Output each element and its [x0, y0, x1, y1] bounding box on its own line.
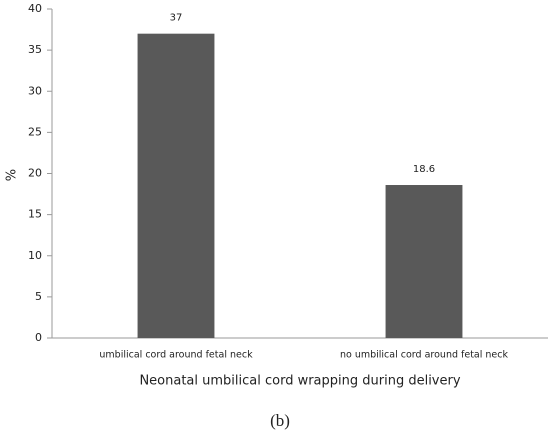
- y-axis-label: %: [5, 169, 20, 181]
- x-axis-label: Neonatal umbilical cord wrapping during …: [139, 374, 460, 389]
- y-tick-label: 10: [28, 249, 42, 262]
- data-label: 18.6: [413, 164, 435, 175]
- caption: (b): [270, 411, 290, 430]
- x-tick-label: no umbilical cord around fetal neck: [340, 350, 509, 361]
- bar: [385, 185, 463, 338]
- y-tick-label: 15: [28, 208, 42, 221]
- data-label: 37: [170, 13, 183, 24]
- y-tick-label: 5: [35, 290, 42, 303]
- y-tick-label: 35: [28, 43, 42, 56]
- bar: [137, 33, 215, 339]
- x-tick-label: umbilical cord around fetal neck: [99, 350, 253, 361]
- y-tick-label: 25: [28, 125, 42, 138]
- y-tick-label: 20: [28, 167, 42, 180]
- y-tick-label: 30: [28, 84, 42, 97]
- y-tick-label: 40: [28, 2, 42, 15]
- y-tick-label: 0: [35, 331, 42, 344]
